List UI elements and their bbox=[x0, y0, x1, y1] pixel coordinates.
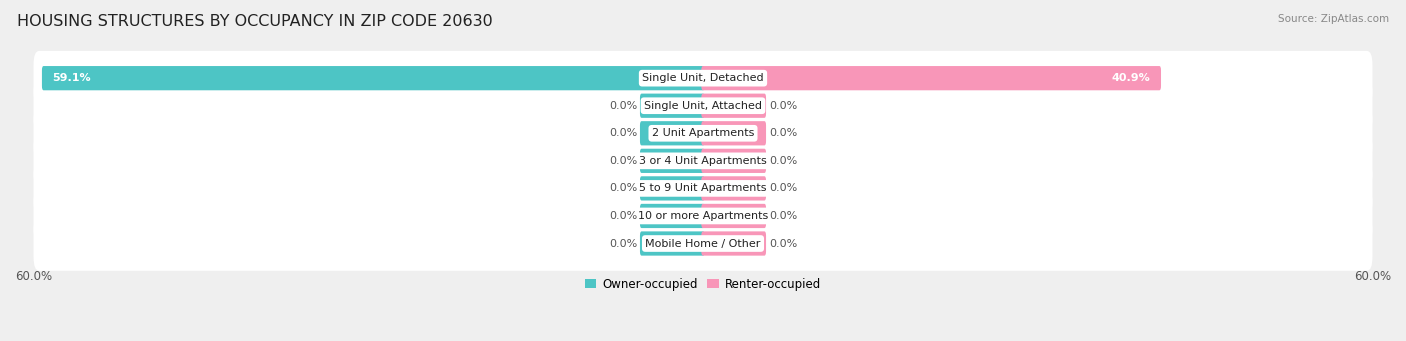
FancyBboxPatch shape bbox=[34, 51, 1372, 105]
FancyBboxPatch shape bbox=[702, 176, 766, 201]
FancyBboxPatch shape bbox=[42, 66, 704, 90]
Text: 2 Unit Apartments: 2 Unit Apartments bbox=[652, 128, 754, 138]
FancyBboxPatch shape bbox=[34, 106, 1372, 161]
Text: 0.0%: 0.0% bbox=[609, 128, 637, 138]
Text: 40.9%: 40.9% bbox=[1112, 73, 1150, 83]
FancyBboxPatch shape bbox=[702, 93, 766, 118]
Text: 0.0%: 0.0% bbox=[769, 156, 797, 166]
Text: 0.0%: 0.0% bbox=[769, 211, 797, 221]
FancyBboxPatch shape bbox=[34, 161, 1372, 216]
Text: 59.1%: 59.1% bbox=[52, 73, 91, 83]
Text: 0.0%: 0.0% bbox=[769, 101, 797, 111]
Legend: Owner-occupied, Renter-occupied: Owner-occupied, Renter-occupied bbox=[579, 273, 827, 296]
FancyBboxPatch shape bbox=[34, 189, 1372, 243]
Text: 0.0%: 0.0% bbox=[609, 156, 637, 166]
FancyBboxPatch shape bbox=[640, 232, 704, 256]
FancyBboxPatch shape bbox=[34, 78, 1372, 133]
Text: 0.0%: 0.0% bbox=[769, 238, 797, 249]
FancyBboxPatch shape bbox=[702, 149, 766, 173]
FancyBboxPatch shape bbox=[702, 204, 766, 228]
Text: Single Unit, Detached: Single Unit, Detached bbox=[643, 73, 763, 83]
FancyBboxPatch shape bbox=[640, 204, 704, 228]
FancyBboxPatch shape bbox=[640, 149, 704, 173]
Text: 0.0%: 0.0% bbox=[769, 183, 797, 193]
Text: Source: ZipAtlas.com: Source: ZipAtlas.com bbox=[1278, 14, 1389, 24]
FancyBboxPatch shape bbox=[702, 121, 766, 145]
Text: Mobile Home / Other: Mobile Home / Other bbox=[645, 238, 761, 249]
Text: Single Unit, Attached: Single Unit, Attached bbox=[644, 101, 762, 111]
FancyBboxPatch shape bbox=[702, 232, 766, 256]
FancyBboxPatch shape bbox=[640, 176, 704, 201]
FancyBboxPatch shape bbox=[640, 121, 704, 145]
Text: 0.0%: 0.0% bbox=[609, 183, 637, 193]
Text: 0.0%: 0.0% bbox=[609, 101, 637, 111]
FancyBboxPatch shape bbox=[640, 93, 704, 118]
Text: HOUSING STRUCTURES BY OCCUPANCY IN ZIP CODE 20630: HOUSING STRUCTURES BY OCCUPANCY IN ZIP C… bbox=[17, 14, 492, 29]
Text: 5 to 9 Unit Apartments: 5 to 9 Unit Apartments bbox=[640, 183, 766, 193]
Text: 0.0%: 0.0% bbox=[609, 238, 637, 249]
Text: 10 or more Apartments: 10 or more Apartments bbox=[638, 211, 768, 221]
Text: 3 or 4 Unit Apartments: 3 or 4 Unit Apartments bbox=[640, 156, 766, 166]
Text: 0.0%: 0.0% bbox=[769, 128, 797, 138]
FancyBboxPatch shape bbox=[34, 216, 1372, 271]
Text: 0.0%: 0.0% bbox=[609, 211, 637, 221]
FancyBboxPatch shape bbox=[702, 66, 1161, 90]
FancyBboxPatch shape bbox=[34, 134, 1372, 188]
